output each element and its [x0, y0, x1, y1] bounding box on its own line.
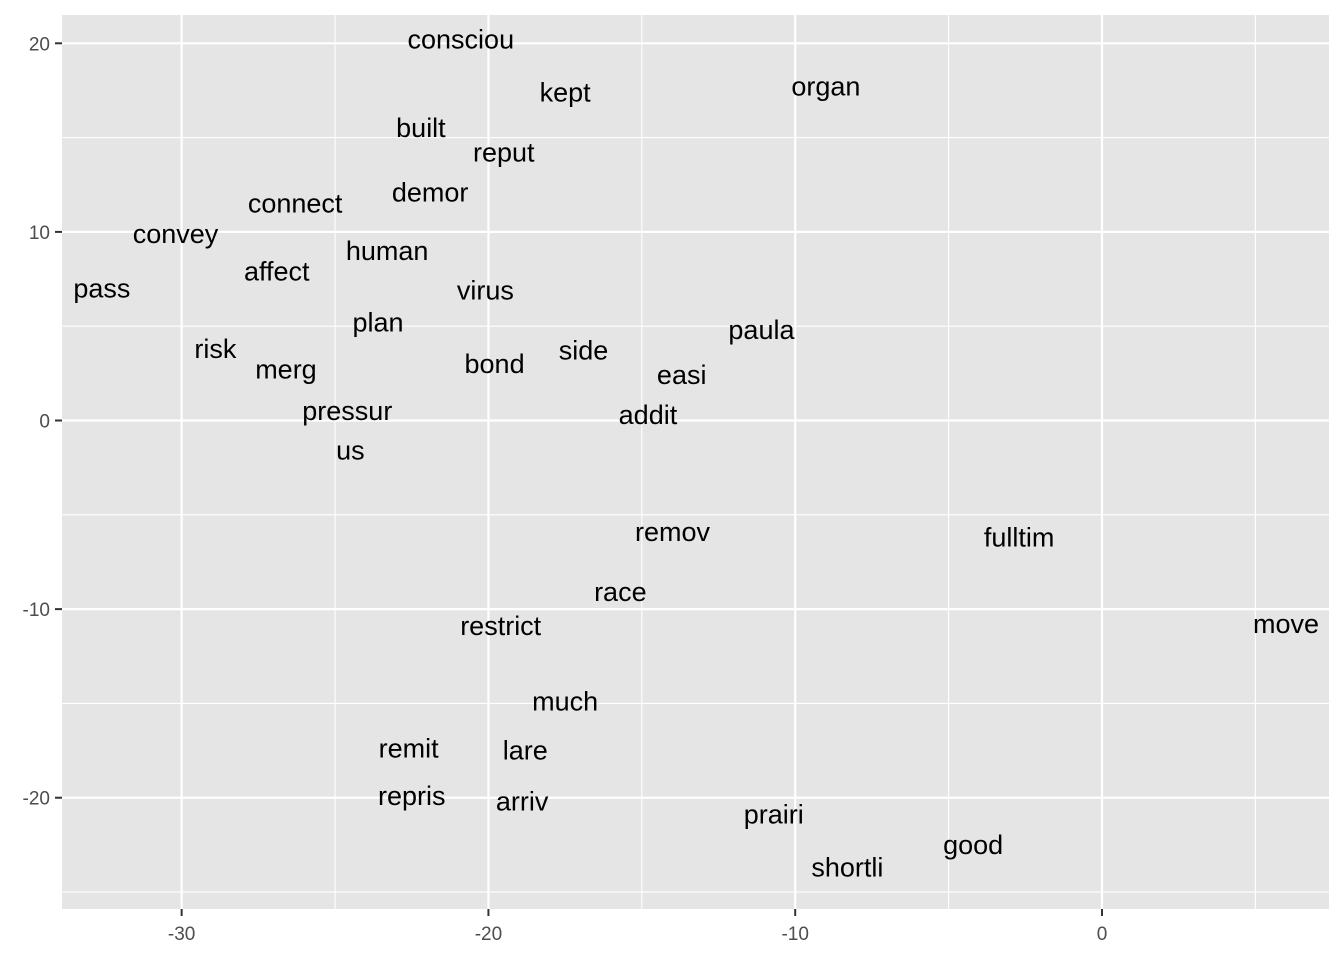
- word-label-side: side: [559, 336, 609, 366]
- x-axis: -30 -20 -10 0: [168, 909, 1107, 945]
- word-label-lare: lare: [503, 736, 548, 766]
- word-label-consciou: consciou: [408, 25, 515, 55]
- word-label-arriv: arriv: [496, 786, 549, 816]
- major-gridlines: [62, 15, 1329, 909]
- word-label-fulltim: fulltim: [984, 522, 1055, 552]
- word-label-easi: easi: [657, 360, 707, 390]
- word-label-demor: demor: [392, 177, 469, 207]
- word-label-restrict: restrict: [460, 611, 541, 641]
- word-label-affect: affect: [244, 257, 310, 287]
- y-tick-label: -10: [23, 600, 50, 621]
- word-label-shortli: shortli: [811, 853, 883, 883]
- word-label-built: built: [396, 113, 446, 143]
- minor-gridlines: [62, 15, 1329, 909]
- word-label-us: us: [336, 436, 365, 466]
- word-label-bond: bond: [465, 349, 525, 379]
- x-tick-label: -30: [168, 924, 195, 945]
- word-label-repris: repris: [378, 781, 446, 811]
- panel-background: [62, 15, 1329, 909]
- word-label-virus: virus: [457, 275, 514, 305]
- word-label-remit: remit: [379, 734, 439, 764]
- x-tick-label: -10: [781, 924, 808, 945]
- word-label-plan: plan: [352, 307, 403, 337]
- word-label-reput: reput: [473, 138, 535, 168]
- word-label-addit: addit: [619, 400, 678, 430]
- y-tick-label: 0: [39, 412, 50, 433]
- x-tick-label: 0: [1097, 924, 1108, 945]
- word-label-merg: merg: [255, 355, 317, 385]
- word-label-remov: remov: [635, 517, 711, 547]
- word-label-much: much: [532, 687, 598, 717]
- word-label-human: human: [346, 236, 429, 266]
- word-label-organ: organ: [791, 72, 860, 102]
- x-tick-label: -20: [475, 924, 502, 945]
- word-label-paula: paula: [728, 315, 795, 345]
- word-label-kept: kept: [540, 77, 592, 107]
- word-label-pass: pass: [73, 273, 130, 303]
- word-label-move: move: [1253, 609, 1319, 639]
- y-axis: -20 -10 0 10 20: [23, 34, 62, 810]
- word-label-pressur: pressur: [302, 396, 392, 426]
- word-label-prairi: prairi: [744, 800, 804, 830]
- y-tick-label: 10: [29, 223, 50, 244]
- word-label-connect: connect: [248, 189, 343, 219]
- y-tick-label: -20: [23, 789, 50, 810]
- word-label-good: good: [943, 830, 1003, 860]
- word-label-convey: convey: [133, 219, 219, 249]
- word-label-race: race: [594, 577, 647, 607]
- y-tick-label: 20: [29, 34, 50, 55]
- word-label-risk: risk: [194, 334, 236, 364]
